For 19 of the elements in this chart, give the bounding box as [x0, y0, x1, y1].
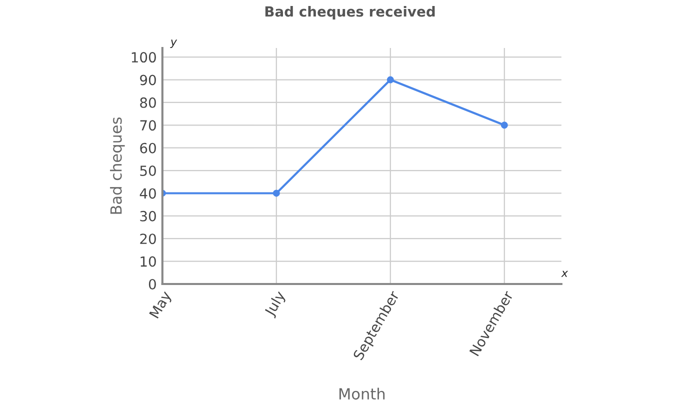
- y-tick-label: 90: [140, 74, 156, 86]
- chart-title: Bad cheques received: [265, 6, 435, 20]
- y-tick-label: 50: [140, 166, 156, 176]
- y-tick-label: 0: [148, 278, 156, 290]
- y-axis-title: Bad cheques: [110, 117, 125, 214]
- y-tick-label: 70: [140, 120, 156, 131]
- y-tick-label: 20: [140, 234, 156, 244]
- point: [500, 122, 508, 129]
- x-axis-title: Month: [339, 388, 385, 400]
- annotation: y: [170, 40, 178, 48]
- annotation: x: [561, 270, 568, 277]
- y-tick-label: 10: [140, 256, 156, 267]
- y-tick-label: 80: [140, 97, 156, 108]
- point: [386, 76, 394, 84]
- y-tick-label: 40: [140, 188, 156, 199]
- point: [272, 190, 280, 197]
- y-tick-label: 100: [132, 52, 156, 63]
- y-tick-label: 60: [140, 142, 156, 154]
- y-tick-label: 30: [140, 210, 156, 222]
